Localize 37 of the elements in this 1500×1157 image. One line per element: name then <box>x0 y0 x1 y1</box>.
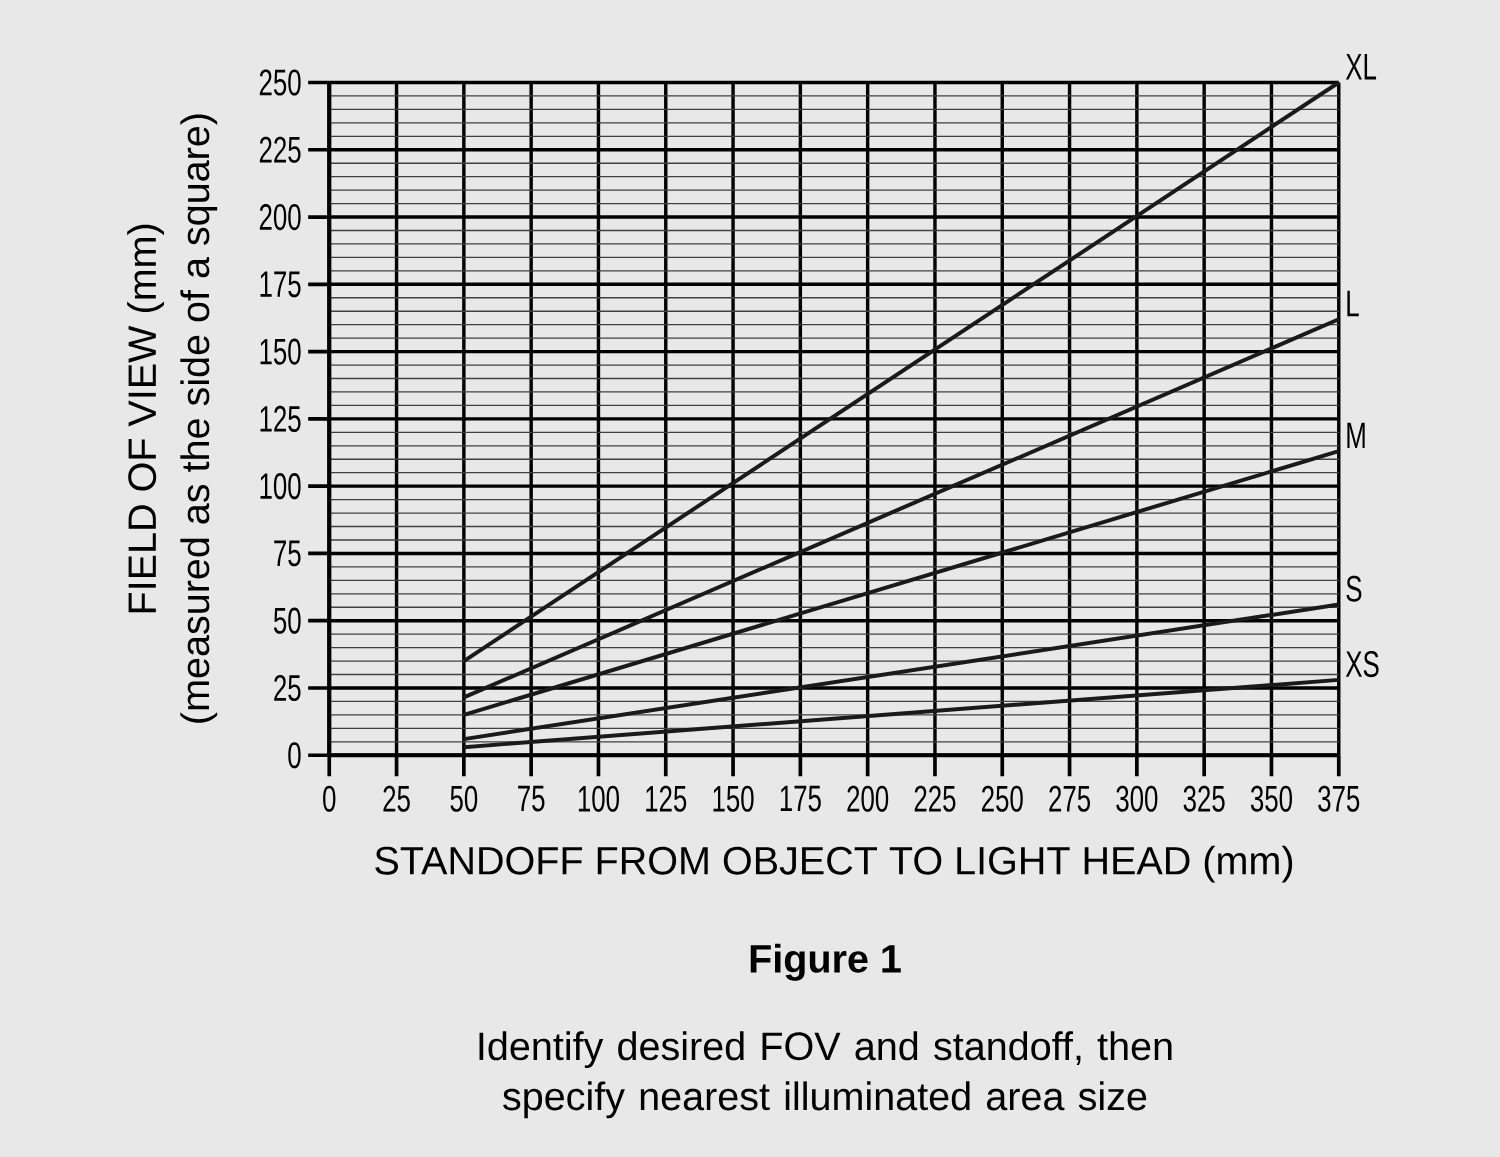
x-tick-label: 75 <box>518 785 545 812</box>
x-tick-label: 0 <box>323 785 336 812</box>
x-tick-label: 250 <box>981 785 1023 812</box>
x-tick-label: 50 <box>450 785 478 812</box>
x-tick-label: 200 <box>847 785 889 812</box>
y-tick-label: 225 <box>259 136 301 163</box>
series-label: XS <box>1345 650 1379 678</box>
x-tick-label: 175 <box>780 785 821 812</box>
series-label: XL <box>1345 53 1377 80</box>
series-label: L <box>1347 290 1359 317</box>
text: Identify desired FOV and standoff, then specify nearest illuminated area size <box>479 1031 1172 1119</box>
y-tick-label: 25 <box>274 674 301 701</box>
x-tick-label: 325 <box>1183 785 1225 812</box>
x-tick-label: 100 <box>578 785 619 812</box>
x-tick-label: 375 <box>1318 785 1360 812</box>
y-tick-label: 75 <box>274 540 301 567</box>
y-tick-label: 0 <box>288 742 301 769</box>
x-tick-label: 275 <box>1049 785 1091 812</box>
series-label: M <box>1347 422 1365 448</box>
y-tick-label: 250 <box>259 69 301 96</box>
text: (measured as the side of a square) <box>180 114 218 723</box>
x-tick-label: 25 <box>383 785 410 812</box>
y-tick-label: 100 <box>260 472 301 500</box>
y-tick-label: 175 <box>260 271 301 298</box>
y-tick-label: 125 <box>260 405 301 432</box>
y-tick-label: 200 <box>259 203 301 230</box>
y-tick-label: 150 <box>260 338 301 365</box>
x-tick-label: 225 <box>914 785 956 812</box>
caption: Figure 1 <box>750 943 901 981</box>
y-tick-label: 50 <box>273 607 301 634</box>
y-axis-title: FIELD OF VIEW (mm) <box>127 224 164 613</box>
series-label: S <box>1346 575 1362 602</box>
x-tick-label: 125 <box>646 785 687 812</box>
x-axis-title: STANDOFF FROM OBJECT TO LIGHT HEAD (mm) <box>375 845 1293 883</box>
x-tick-label: 350 <box>1250 785 1292 812</box>
x-tick-label: 300 <box>1116 785 1158 812</box>
x-tick-label: 150 <box>713 785 754 812</box>
